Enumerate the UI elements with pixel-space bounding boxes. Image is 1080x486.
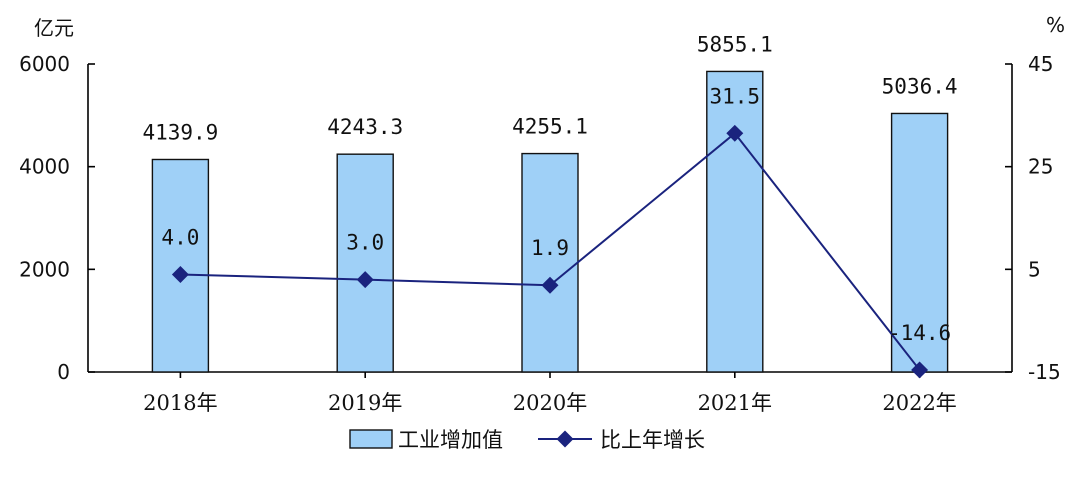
legend-bar-swatch (349, 429, 393, 449)
legend: 工业增加值 比上年增长 (349, 428, 705, 452)
right-axis-unit: % (1046, 13, 1065, 37)
right-tick-label: 25 (1028, 155, 1053, 179)
left-axis-ticks: 0 2000 4000 6000 (19, 52, 95, 384)
category-label: 2019年 (328, 391, 402, 415)
line-marker (356, 271, 374, 289)
line-marker (911, 361, 929, 379)
bar-value-label: 5036.4 (882, 74, 958, 98)
growth-markers (171, 124, 929, 379)
category-label: 2022年 (882, 391, 956, 415)
line-value-label: 31.5 (710, 84, 761, 108)
bar-value-labels: 4139.9 4243.3 4255.1 5855.1 5036.4 (142, 32, 957, 144)
bar-value-label: 4139.9 (142, 120, 218, 144)
category-label: 2018年 (143, 391, 217, 415)
right-axis-ticks: -15 5 25 45 (1005, 52, 1061, 384)
right-tick-label: -15 (1028, 360, 1061, 384)
legend-bar-label: 工业增加值 (398, 428, 503, 452)
left-tick-label: 4000 (19, 155, 70, 179)
bar (521, 152, 579, 373)
left-tick-label: 6000 (19, 52, 70, 76)
legend-line-marker (556, 430, 574, 448)
category-label: 2021年 (698, 391, 772, 415)
right-tick-label: 5 (1028, 257, 1041, 281)
bar-value-label: 5855.1 (697, 32, 773, 56)
category-labels: 2018年 2019年 2020年 2021年 2022年 (143, 372, 957, 415)
bar (336, 153, 394, 373)
bar (151, 158, 210, 373)
bar-series (151, 70, 949, 373)
bar (706, 70, 764, 373)
legend-line-label: 比上年增长 (600, 428, 705, 452)
category-label: 2020年 (513, 391, 587, 415)
line-value-label: -14.6 (888, 321, 951, 345)
left-tick-label: 0 (57, 360, 70, 384)
line-marker (171, 265, 189, 283)
left-axis-unit: 亿元 (34, 16, 74, 40)
bar-value-label: 4255.1 (512, 115, 588, 139)
bar (890, 112, 949, 373)
line-marker (726, 124, 744, 142)
growth-value-labels: 4.0 3.0 1.9 31.5 -14.6 (161, 84, 951, 345)
line-value-label: 3.0 (346, 231, 384, 255)
line-value-label: 1.9 (531, 236, 569, 260)
line-marker (541, 276, 559, 294)
left-tick-label: 2000 (19, 257, 70, 281)
right-tick-label: 45 (1028, 52, 1053, 76)
line-value-label: 4.0 (161, 225, 199, 249)
bar-value-label: 4243.3 (327, 115, 403, 139)
